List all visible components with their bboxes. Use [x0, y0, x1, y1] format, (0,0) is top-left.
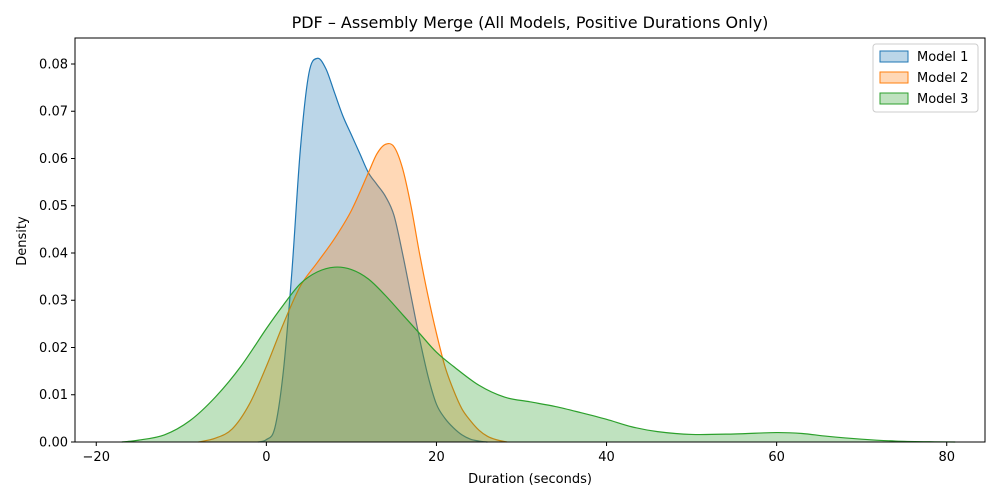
legend: Model 1 Model 2 Model 3 [872, 43, 979, 113]
axes: −20 0 20 40 60 80 0.00 0.01 0.02 0.03 0.04 0.05 0.06… [39, 37, 986, 465]
x-tick-label: 60 [768, 450, 785, 465]
density-area-series-2 [198, 143, 508, 442]
x-tick-label: −20 [83, 450, 110, 465]
legend-swatch-series-1 [879, 50, 909, 63]
x-axis-title: Duration (seconds) [468, 472, 592, 487]
y-tick-label: 0.06 [39, 152, 68, 167]
y-tick-label: 0.02 [39, 341, 68, 356]
y-tick-label: 0.07 [39, 105, 68, 120]
x-tick-label: 0 [262, 450, 270, 465]
x-tick-label: 80 [938, 450, 955, 465]
density-line-series-1 [257, 57, 488, 443]
y-tick-label: 0.00 [39, 436, 68, 451]
x-tick-label: 20 [428, 450, 445, 465]
density-area-series-1 [257, 58, 488, 442]
y-axis-title: Density [15, 216, 30, 266]
y-tick-label: 0.01 [39, 388, 68, 403]
y-tick-label: 0.04 [39, 246, 68, 261]
y-tick-label: 0.08 [39, 57, 68, 72]
legend-label-series-1: Model 1 [917, 50, 968, 65]
plot-area [121, 57, 956, 443]
density-area-series-3 [121, 267, 956, 442]
legend-frame [872, 43, 979, 113]
legend-swatch-series-2 [879, 71, 909, 84]
axes-frame [74, 37, 986, 443]
chart-title: PDF – Assembly Merge (All Models, Positi… [292, 13, 769, 32]
y-tick-label: 0.03 [39, 294, 68, 309]
density-line-series-2 [198, 142, 508, 443]
legend-label-series-2: Model 2 [917, 71, 968, 86]
x-tick-label: 40 [598, 450, 615, 465]
y-tick-label: 0.05 [39, 199, 68, 214]
legend-label-series-3: Model 3 [917, 92, 968, 107]
density-line-series-3 [121, 266, 956, 443]
legend-swatch-series-3 [879, 92, 909, 105]
